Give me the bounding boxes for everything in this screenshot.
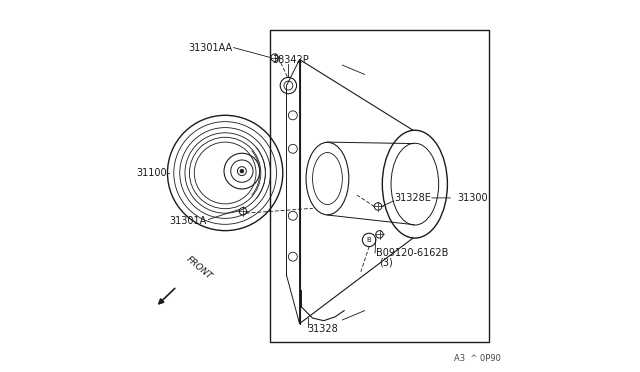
Text: 31300: 31300 [458, 193, 488, 203]
Text: 31328: 31328 [307, 324, 338, 334]
Bar [270, 30, 489, 342]
Text: 31301A: 31301A [170, 217, 207, 226]
Text: 31328E: 31328E [394, 193, 431, 203]
Text: B: B [367, 237, 371, 243]
Text: A3  ^ 0P90: A3 ^ 0P90 [454, 354, 500, 363]
Text: 38342P: 38342P [273, 55, 309, 64]
Text: (3): (3) [380, 257, 393, 267]
Circle shape [240, 169, 244, 173]
Text: 31100: 31100 [136, 168, 167, 178]
Text: 31301AA: 31301AA [188, 43, 232, 52]
Text: B09120-6162B: B09120-6162B [376, 248, 448, 258]
Text: FRONT: FRONT [184, 254, 214, 281]
Circle shape [237, 167, 246, 176]
